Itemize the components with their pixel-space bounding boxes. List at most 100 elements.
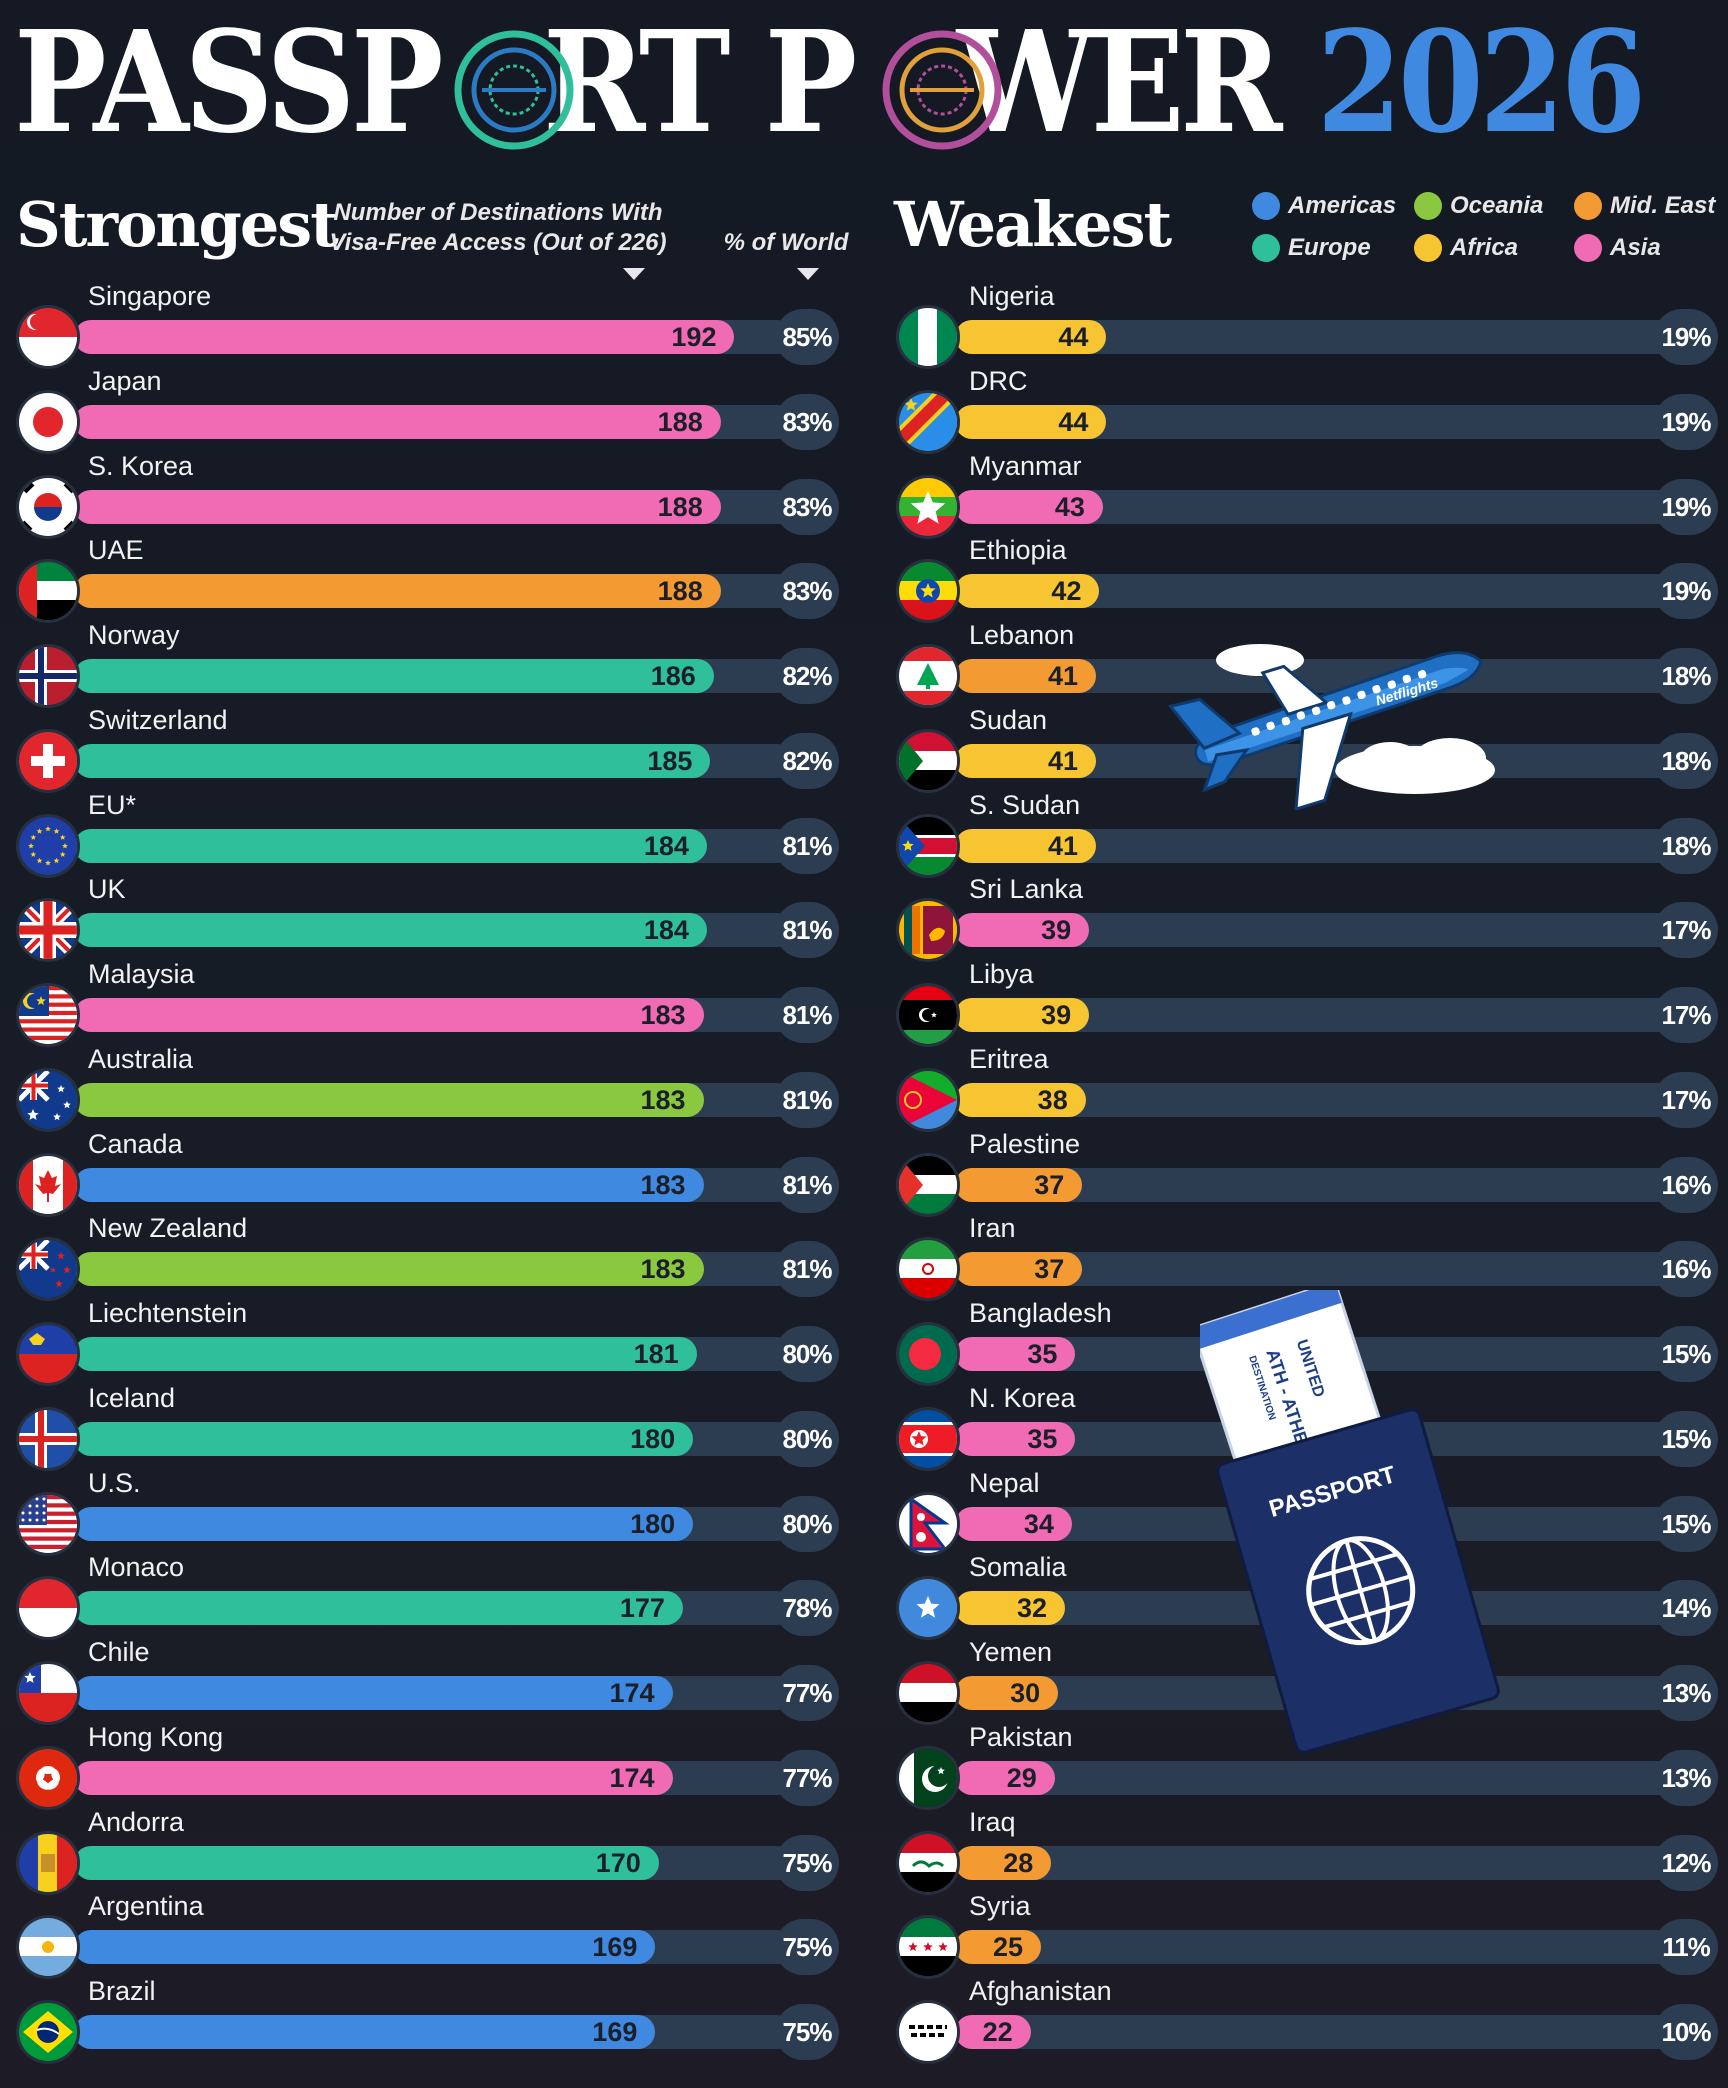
- legend-label: Europe: [1288, 234, 1371, 261]
- switzerland-flag-icon: [16, 728, 80, 793]
- weakest-heading: Weakest: [894, 188, 1172, 261]
- percent-label: 19%: [1654, 563, 1718, 620]
- bar-row: 37 Palestine 16%: [0, 1128, 1728, 1217]
- country-label: Canada: [88, 1128, 183, 1159]
- country-label: UAE: [88, 535, 144, 566]
- country-label: Somalia: [969, 1552, 1067, 1583]
- country-label: Iraq: [969, 1806, 1016, 1837]
- country-label: Nigeria: [969, 281, 1055, 311]
- country-label: Argentina: [88, 1891, 204, 1922]
- singapore-flag-icon: [16, 305, 80, 369]
- bar: [74, 1421, 694, 1456]
- afghanistan-flag-icon: [896, 2000, 960, 2064]
- country-label: Malaysia: [88, 959, 195, 989]
- bar-value-label: 169: [592, 2017, 638, 2047]
- ethiopia-flag-icon: [896, 559, 960, 624]
- bar-value-label: 174: [609, 1678, 655, 1708]
- percent-label: 15%: [1654, 1410, 1718, 1467]
- sri-lanka-flag-icon: [896, 898, 960, 963]
- percent-label: 82%: [775, 732, 839, 789]
- bar-track: [955, 2015, 1693, 2049]
- country-label: Sri Lanka: [969, 874, 1084, 905]
- bar: [955, 1676, 1059, 1710]
- country-label: Bangladesh: [969, 1298, 1112, 1328]
- bar-row: 28 Iraq 12%: [0, 1806, 1728, 1895]
- percent-label: 17%: [1654, 902, 1718, 959]
- country-label: Liechtenstein: [88, 1298, 248, 1328]
- bar-value-label: 44: [1058, 322, 1089, 352]
- sudan-flag-icon: [896, 728, 960, 793]
- country-label: S. Korea: [88, 450, 194, 481]
- canada-flag-icon: [16, 1152, 80, 1217]
- bar: [74, 1337, 697, 1371]
- percent-label: 14%: [1654, 1580, 1718, 1637]
- legend-swatch: [1414, 192, 1442, 220]
- bar: [74, 1506, 694, 1541]
- country-label: Australia: [88, 1043, 194, 1074]
- bar-value-label: 37: [1034, 1254, 1065, 1285]
- percent-label: 75%: [775, 1834, 839, 1891]
- syria-flag-icon: [896, 1915, 960, 1980]
- country-label: Myanmar: [969, 450, 1082, 481]
- bar-row: 44 Nigeria 19%: [0, 280, 1728, 369]
- bar-row: 38 Eritrea 17%: [0, 1043, 1728, 1132]
- bar-value-label: 188: [657, 491, 703, 522]
- percent-label: 12%: [1654, 1834, 1718, 1891]
- bar: [74, 320, 735, 354]
- bar-value-label: 39: [1041, 1000, 1072, 1030]
- bar: [74, 1760, 673, 1795]
- brazil-flag-icon: [16, 2000, 80, 2064]
- bar: [955, 1930, 1041, 1965]
- bar: [74, 489, 721, 524]
- bar: [955, 1760, 1055, 1795]
- legend-label: Americas: [1288, 192, 1397, 219]
- legend-item: Asia: [1574, 228, 1661, 268]
- argentina-flag-icon: [16, 1915, 80, 1980]
- bar-value-label: 39: [1041, 915, 1072, 946]
- title-word-2: RT P: [542, 1, 857, 165]
- new-zealand-flag-icon: [16, 1237, 80, 1302]
- bar-row: 180 U.S. 80%: [0, 1467, 1728, 1556]
- hong-kong-flag-icon: [16, 1745, 80, 1810]
- bar-value-label: 28: [1003, 1847, 1034, 1878]
- bar: [955, 1506, 1072, 1541]
- myanmar-flag-icon: [896, 474, 960, 539]
- strongest-heading: Strongest: [16, 188, 339, 261]
- bar-row: 184 EU* 81%: [0, 789, 1728, 878]
- country-label: Andorra: [88, 1806, 185, 1837]
- bar-row: 25 Syria 11%: [0, 1890, 1728, 1980]
- bar-value-label: 169: [592, 1932, 638, 1963]
- country-label: Sudan: [969, 704, 1048, 735]
- bar-value-label: 183: [640, 1000, 686, 1030]
- somalia-flag-icon: [896, 1576, 960, 1641]
- bar-row: 44 DRC 19%: [0, 365, 1728, 454]
- legend-swatch: [1574, 192, 1602, 220]
- bar-row: 41 S. Sudan 18%: [0, 789, 1728, 878]
- bar: [74, 574, 721, 609]
- liechtenstein-flag-icon: [16, 1322, 80, 1386]
- bar: [955, 1591, 1066, 1626]
- sort-arrow-icon: [623, 268, 645, 280]
- bar-value-label: 192: [671, 322, 717, 352]
- percent-label: 17%: [1654, 987, 1718, 1043]
- south-korea-flag-icon: [16, 474, 80, 539]
- norway-flag-icon: [16, 644, 80, 708]
- legend-swatch: [1414, 234, 1442, 262]
- legend-item: Mid. East: [1574, 186, 1715, 226]
- percent-label: 81%: [775, 1241, 839, 1298]
- nepal-flag-icon: [896, 1491, 960, 1556]
- uk-flag-icon: [16, 898, 80, 963]
- malaysia-flag-icon: [16, 983, 80, 1047]
- percent-label: 18%: [1654, 648, 1718, 704]
- percent-label: 17%: [1654, 1071, 1718, 1128]
- bar-row: 29 Pakistan 13%: [0, 1721, 1728, 1810]
- south-sudan-flag-icon: [896, 813, 960, 878]
- percent-label: 81%: [775, 987, 839, 1043]
- bar: [955, 1167, 1083, 1202]
- bar: [74, 404, 721, 439]
- country-label: Japan: [88, 365, 162, 396]
- bar: [74, 1082, 704, 1117]
- bar: [74, 2015, 656, 2049]
- legend-item: Africa: [1414, 228, 1518, 268]
- percent-label: 78%: [775, 1580, 839, 1637]
